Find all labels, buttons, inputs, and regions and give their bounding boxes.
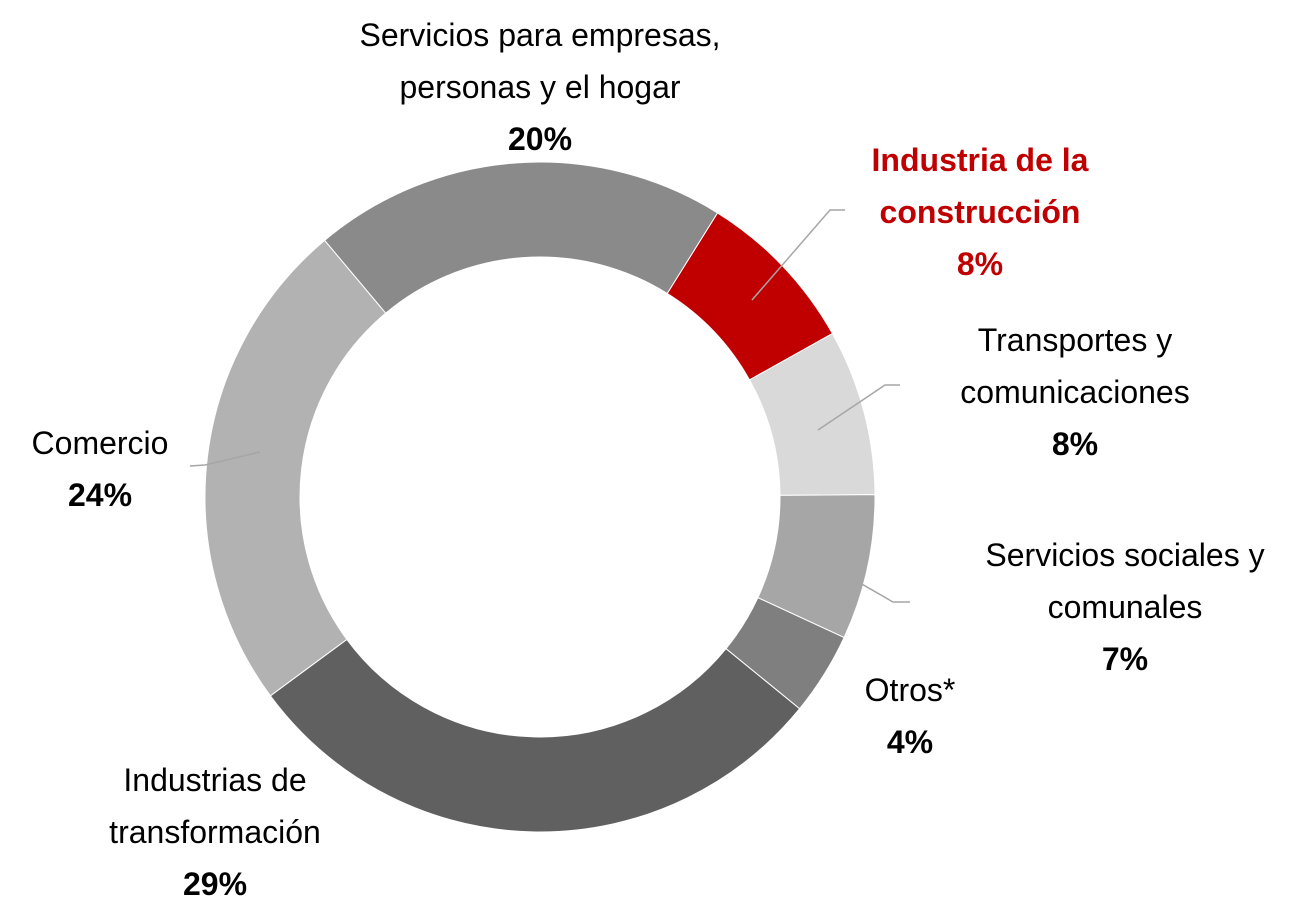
leader-line [819, 559, 910, 603]
leader-line [189, 451, 261, 467]
category-label: Transportes y comunicaciones [960, 322, 1190, 410]
category-label: Comercio [31, 425, 169, 461]
leader-line [817, 384, 900, 431]
value-label: 24% [67, 477, 133, 513]
donut-slice [323, 161, 719, 314]
category-label: Otros* [864, 672, 956, 708]
slice-label: Servicios sociales y comunales 7% [955, 529, 1295, 685]
donut-slice [204, 239, 387, 697]
category-label: Industrias de transformación [109, 762, 321, 850]
value-label: 8% [956, 246, 1004, 282]
donut-slice [269, 638, 801, 833]
category-label: Servicios sociales y comunales [985, 537, 1265, 625]
slice-label: Transportes y comunicaciones 8% [925, 314, 1225, 470]
value-label: 4% [886, 724, 934, 760]
slice-label: Industrias de transformación 29% [70, 754, 360, 898]
slice-label: Comercio 24% [0, 417, 200, 521]
value-label: 8% [1051, 426, 1099, 462]
slice-label: Otros* 4% [835, 664, 985, 768]
value-label: 7% [1101, 641, 1149, 677]
leader-line [751, 209, 845, 301]
value-label: 20% [507, 121, 573, 157]
slice-label: Industria de la construcción 8% [830, 134, 1130, 290]
slice-label: Servicios para empresas, personas y el h… [310, 9, 770, 165]
value-label: 29% [182, 866, 248, 898]
category-label: Servicios para empresas, personas y el h… [359, 17, 721, 105]
category-label: Industria de la construcción [871, 142, 1089, 230]
